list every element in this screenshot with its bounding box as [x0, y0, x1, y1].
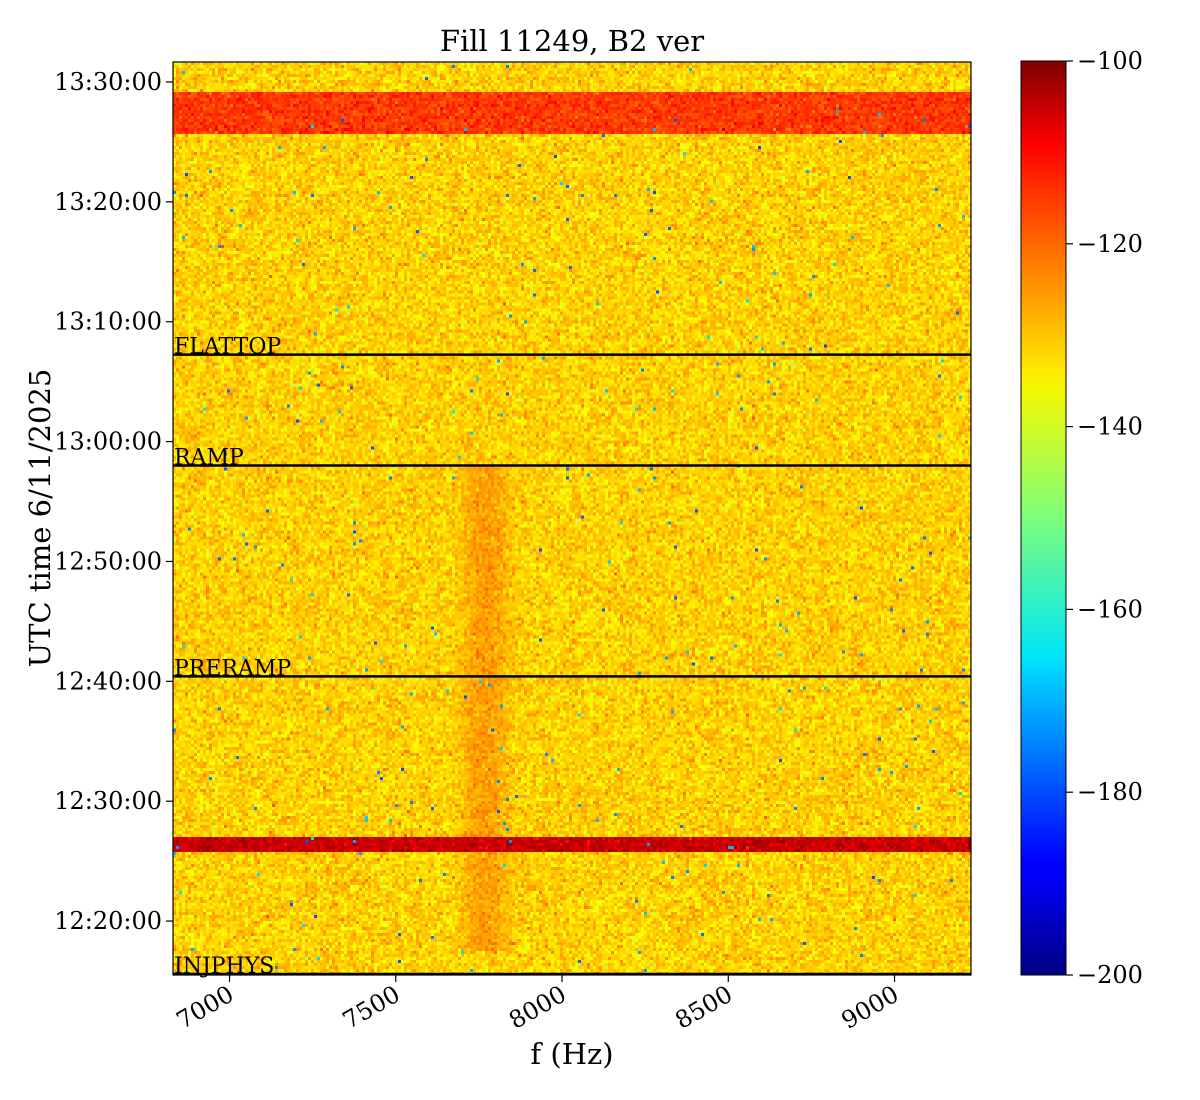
spectrogram-plot-area	[173, 62, 971, 975]
x-axis-title: f (Hz)	[530, 1037, 613, 1071]
colorbar-tick-label: −200	[1077, 961, 1143, 989]
marker-label-injphys: INJPHYS	[174, 954, 274, 979]
y-tick-label: 12:40:00	[54, 667, 162, 695]
y-tick-label: 12:50:00	[54, 547, 162, 575]
y-tick-label: 13:00:00	[54, 428, 162, 456]
x-tick-label: 7500	[338, 980, 405, 1035]
y-tick-label: 12:20:00	[54, 907, 162, 935]
colorbar-tick-label: −120	[1077, 230, 1143, 258]
colorbar-tick-label: −100	[1077, 47, 1143, 75]
plot-frame	[172, 61, 972, 976]
marker-label-flattop: FLATTOP	[174, 335, 281, 360]
y-tick-label: 13:30:00	[54, 68, 162, 96]
x-tick-label: 8000	[504, 980, 571, 1035]
chart-title: Fill 11249, B2 ver	[440, 24, 704, 58]
y-axis-ticks: 12:20:00 12:30:00 12:40:00 12:50:00 13:00:00…	[54, 68, 173, 935]
x-tick-label: 8500	[670, 980, 737, 1035]
state-marker-labels: FLATTOP RAMP PRERAMP INJPHYS	[174, 335, 291, 979]
x-tick-label: 7000	[172, 980, 239, 1035]
y-tick-label: 13:20:00	[54, 188, 162, 216]
colorbar-tick-label: −180	[1077, 778, 1143, 806]
colorbar-gradient	[1020, 60, 1067, 976]
colorbar-tick-label: −160	[1077, 595, 1143, 623]
state-marker-lines	[173, 353, 971, 975]
x-axis-ticks: 7000 7500 8000 8500 9000	[172, 975, 904, 1035]
marker-label-preramp: PRERAMP	[174, 656, 291, 681]
colorbar-ticks: −100 −120 −140 −160 −180 −200	[1066, 47, 1143, 989]
x-tick-label: 9000	[837, 980, 904, 1035]
spectrogram-heatmap	[173, 62, 971, 975]
y-axis-title: UTC time 6/11/2025	[23, 369, 57, 668]
colorbar-tick-label: −140	[1077, 413, 1143, 441]
marker-label-ramp: RAMP	[174, 446, 244, 471]
y-tick-label: 12:30:00	[54, 787, 162, 815]
y-tick-label: 13:10:00	[54, 308, 162, 336]
colorbar: −100 −120 −140 −160 −180 −200	[1020, 47, 1143, 989]
